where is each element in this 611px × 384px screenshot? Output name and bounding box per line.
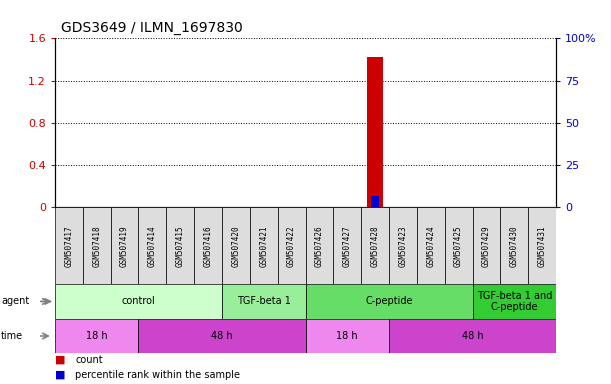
Bar (139, 319, 306, 353)
Text: 18 h: 18 h (337, 331, 358, 341)
Text: count: count (75, 355, 103, 365)
Bar (222, 284, 306, 319)
Text: GSM507417: GSM507417 (64, 225, 73, 266)
Text: control: control (122, 296, 155, 306)
Text: TGF-beta 1: TGF-beta 1 (237, 296, 291, 306)
Text: GSM507429: GSM507429 (482, 225, 491, 266)
Bar (55, 207, 83, 284)
Text: agent: agent (1, 296, 29, 306)
Bar (250, 207, 277, 284)
Bar (417, 207, 445, 284)
Bar (111, 207, 139, 284)
Bar (306, 284, 472, 319)
Bar (166, 207, 194, 284)
Text: TGF-beta 1 and
C-peptide: TGF-beta 1 and C-peptide (477, 291, 552, 312)
Text: GSM507418: GSM507418 (92, 225, 101, 266)
Text: GDS3649 / ILMN_1697830: GDS3649 / ILMN_1697830 (61, 21, 243, 35)
Text: GSM507428: GSM507428 (371, 225, 379, 266)
Text: GSM507414: GSM507414 (148, 225, 157, 266)
Bar (500, 207, 528, 284)
Text: time: time (1, 331, 23, 341)
Text: GSM507425: GSM507425 (454, 225, 463, 266)
Bar (194, 207, 222, 284)
Text: GSM507421: GSM507421 (259, 225, 268, 266)
Text: GSM507415: GSM507415 (176, 225, 185, 266)
Text: GSM507416: GSM507416 (203, 225, 213, 266)
Bar (472, 207, 500, 284)
Text: GSM507420: GSM507420 (232, 225, 240, 266)
Bar (371, 195, 379, 207)
Bar (389, 319, 556, 353)
Bar (277, 207, 306, 284)
Text: GSM507419: GSM507419 (120, 225, 129, 266)
Bar (139, 207, 166, 284)
Text: 48 h: 48 h (462, 331, 483, 341)
Bar (367, 58, 384, 207)
Text: GSM507423: GSM507423 (398, 225, 408, 266)
Text: GSM507427: GSM507427 (343, 225, 352, 266)
Bar (334, 207, 361, 284)
Bar (306, 319, 389, 353)
Bar (361, 207, 389, 284)
Bar (528, 207, 556, 284)
Bar (472, 284, 556, 319)
Text: ■: ■ (55, 370, 65, 380)
Text: C-peptide: C-peptide (365, 296, 413, 306)
Bar (222, 207, 250, 284)
Bar (83, 207, 111, 284)
Text: 48 h: 48 h (211, 331, 233, 341)
Bar (55, 284, 222, 319)
Bar (445, 207, 472, 284)
Text: ■: ■ (55, 355, 65, 365)
Text: 18 h: 18 h (86, 331, 108, 341)
Bar (389, 207, 417, 284)
Text: GSM507424: GSM507424 (426, 225, 435, 266)
Text: GSM507422: GSM507422 (287, 225, 296, 266)
Text: GSM507426: GSM507426 (315, 225, 324, 266)
Bar (55, 319, 139, 353)
Bar (306, 207, 334, 284)
Text: GSM507430: GSM507430 (510, 225, 519, 266)
Text: percentile rank within the sample: percentile rank within the sample (75, 370, 240, 380)
Text: GSM507431: GSM507431 (538, 225, 547, 266)
